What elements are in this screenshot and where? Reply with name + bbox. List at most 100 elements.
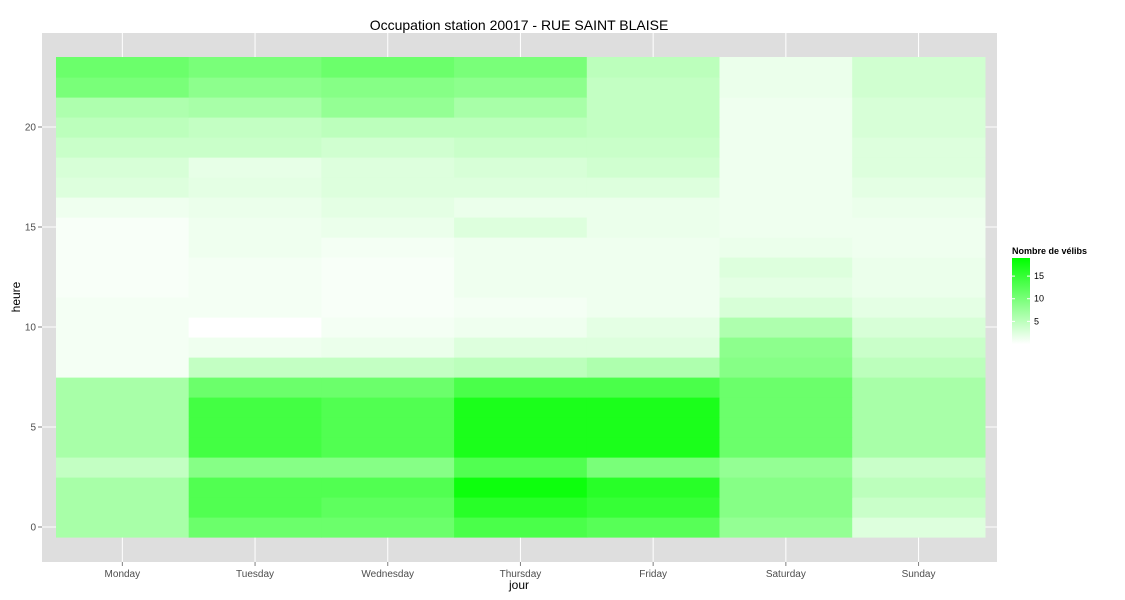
legend-break-label: 15 — [1034, 271, 1044, 281]
heatmap-tile — [188, 437, 322, 458]
heatmap-tile — [454, 497, 588, 518]
y-tick-label: 5 — [30, 423, 36, 434]
heatmap-tile — [719, 77, 853, 98]
heatmap-tile — [321, 357, 455, 378]
heatmap-tile — [852, 337, 986, 358]
heatmap-tile — [852, 517, 986, 538]
heatmap-tile — [321, 477, 455, 498]
heatmap-tile — [586, 337, 721, 358]
y-axis-title: heure — [9, 281, 23, 312]
heatmap-tile — [852, 257, 986, 278]
heatmap-tile — [56, 77, 190, 98]
heatmap-tile — [56, 497, 190, 518]
y-tick-label: 20 — [25, 123, 37, 134]
heatmap-tile — [719, 297, 853, 318]
heatmap-tile — [321, 57, 455, 78]
heatmap-tile — [719, 497, 853, 518]
heatmap-tile — [321, 317, 455, 338]
heatmap-tile — [454, 437, 588, 458]
heatmap-tile — [188, 497, 322, 518]
heatmap-tile — [56, 97, 190, 118]
heatmap-tile — [56, 517, 190, 538]
heatmap-tile — [586, 97, 721, 118]
heatmap-tile — [719, 217, 853, 238]
heatmap-tile — [454, 277, 588, 298]
heatmap-tile — [454, 357, 588, 378]
heatmap-tile — [56, 237, 190, 258]
heatmap-tile — [852, 477, 986, 498]
heatmap-tile — [586, 497, 721, 518]
heatmap-tile — [56, 437, 190, 458]
heatmap-tile — [852, 497, 986, 518]
heatmap-tile — [852, 117, 986, 138]
heatmap-tile — [56, 357, 190, 378]
legend-break-label: 5 — [1034, 316, 1039, 326]
heatmap-tile — [188, 157, 322, 178]
heatmap-tile — [321, 277, 455, 298]
heatmap-tile — [852, 137, 986, 158]
heatmap-tile — [321, 377, 455, 398]
heatmap-tile — [586, 137, 721, 158]
heatmap-tiles — [56, 57, 986, 538]
heatmap-tile — [852, 197, 986, 218]
heatmap-tile — [454, 177, 588, 198]
heatmap-tile — [56, 477, 190, 498]
heatmap-tile — [188, 57, 322, 78]
legend-title: Nombre de vélibs — [1012, 246, 1087, 256]
heatmap-tile — [56, 457, 190, 478]
heatmap-tile — [454, 257, 588, 278]
heatmap-tile — [719, 397, 853, 418]
heatmap-tile — [586, 157, 721, 178]
heatmap-tile — [454, 97, 588, 118]
legend-colorbar — [1012, 258, 1030, 344]
heatmap-tile — [586, 437, 721, 458]
heatmap-tile — [852, 437, 986, 458]
heatmap-tile — [454, 217, 588, 238]
legend-break-label: 10 — [1034, 294, 1044, 304]
heatmap-tile — [719, 317, 853, 338]
y-tick-label: 15 — [25, 223, 37, 234]
heatmap-tile — [719, 437, 853, 458]
heatmap-tile — [586, 377, 721, 398]
heatmap-tile — [454, 197, 588, 218]
heatmap-tile — [719, 337, 853, 358]
heatmap-tile — [454, 377, 588, 398]
heatmap-tile — [454, 457, 588, 478]
heatmap-tile — [719, 57, 853, 78]
heatmap-tile — [188, 297, 322, 318]
heatmap-tile — [188, 317, 322, 338]
heatmap-tile — [586, 317, 721, 338]
heatmap-tile — [719, 357, 853, 378]
heatmap-tile — [586, 517, 721, 538]
heatmap-tile — [321, 97, 455, 118]
heatmap-tile — [852, 237, 986, 258]
heatmap-tile — [586, 357, 721, 378]
heatmap-tile — [852, 277, 986, 298]
heatmap-tile — [56, 277, 190, 298]
heatmap-tile — [321, 337, 455, 358]
heatmap-tile — [321, 257, 455, 278]
x-tick-label: Sunday — [902, 569, 936, 580]
heatmap-tile — [321, 497, 455, 518]
heatmap-tile — [188, 417, 322, 438]
heatmap-tile — [188, 517, 322, 538]
heatmap-tile — [188, 117, 322, 138]
heatmap-tile — [852, 77, 986, 98]
heatmap-tile — [188, 217, 322, 238]
heatmap-tile — [852, 457, 986, 478]
heatmap-tile — [454, 157, 588, 178]
heatmap-tile — [586, 217, 721, 238]
heatmap-tile — [586, 457, 721, 478]
heatmap-tile — [719, 457, 853, 478]
heatmap-tile — [188, 77, 322, 98]
heatmap-tile — [719, 177, 853, 198]
heatmap-tile — [188, 197, 322, 218]
heatmap-tile — [852, 357, 986, 378]
heatmap-tile — [586, 57, 721, 78]
heatmap-tile — [719, 157, 853, 178]
heatmap-tile — [188, 97, 322, 118]
heatmap-tile — [586, 397, 721, 418]
heatmap-tile — [586, 177, 721, 198]
heatmap-tile — [586, 417, 721, 438]
